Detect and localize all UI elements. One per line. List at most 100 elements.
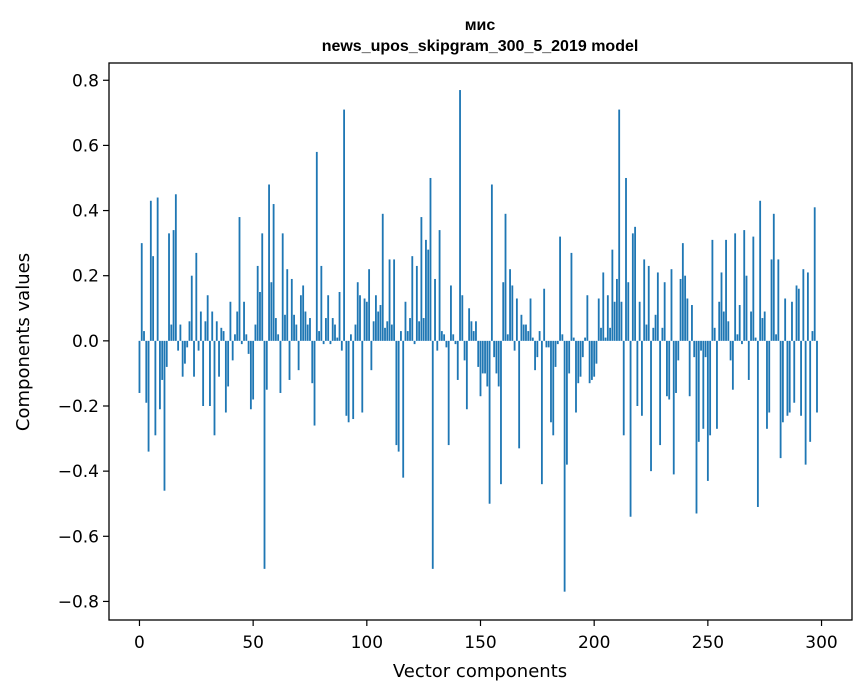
- bar: [363, 298, 366, 341]
- bar: [734, 233, 737, 341]
- bar: [802, 269, 805, 341]
- bar: [375, 295, 377, 341]
- bar: [347, 340, 350, 423]
- bar: [709, 340, 712, 436]
- bar: [813, 207, 816, 341]
- bar: [338, 291, 341, 341]
- bar: [388, 259, 391, 341]
- bar: [681, 243, 684, 341]
- bar: [545, 340, 548, 348]
- bar: [606, 295, 609, 341]
- bar: [540, 340, 543, 485]
- bar: [370, 340, 373, 371]
- bar: [140, 243, 143, 341]
- bar: [372, 321, 375, 341]
- bar: [779, 340, 782, 459]
- bar: [461, 295, 464, 341]
- bar: [149, 200, 152, 341]
- x-axis-label: Vector components: [393, 661, 567, 682]
- bar: [729, 340, 732, 361]
- bar: [761, 318, 764, 341]
- bar: [547, 340, 550, 348]
- bar: [452, 334, 455, 341]
- bar: [211, 311, 214, 341]
- bar: [695, 340, 698, 514]
- bar: [247, 340, 250, 354]
- bar: [575, 340, 577, 413]
- bar: [625, 177, 627, 341]
- bar: [738, 305, 741, 341]
- bar: [506, 334, 509, 341]
- bar: [620, 301, 623, 341]
- bar: [145, 340, 148, 403]
- bar: [393, 259, 396, 341]
- bar: [379, 305, 382, 341]
- bar: [613, 301, 616, 341]
- bar: [475, 321, 477, 341]
- bar: [522, 324, 525, 341]
- bar: [359, 295, 361, 341]
- bar: [420, 217, 423, 341]
- bar: [400, 331, 402, 341]
- bar: [181, 340, 184, 377]
- bar: [425, 239, 427, 341]
- bar: [249, 340, 252, 410]
- x-tick-label: 250: [692, 633, 724, 653]
- bar: [477, 340, 480, 367]
- bar: [693, 340, 696, 358]
- bar: [679, 278, 682, 341]
- bar: [568, 340, 571, 374]
- bar: [206, 295, 209, 341]
- bar: [470, 321, 473, 341]
- bar: [415, 265, 418, 341]
- bar: [618, 109, 621, 341]
- bar: [309, 318, 311, 341]
- bar: [224, 340, 227, 413]
- bar: [165, 340, 168, 367]
- bar: [161, 340, 164, 380]
- bar: [713, 327, 716, 341]
- bar: [784, 298, 787, 341]
- bar: [447, 340, 450, 446]
- bar: [486, 340, 489, 387]
- bar: [340, 340, 343, 351]
- bar: [215, 321, 218, 341]
- bar: [718, 301, 721, 341]
- bar: [515, 298, 518, 341]
- bar: [518, 340, 521, 449]
- bar: [318, 331, 320, 341]
- bar: [722, 311, 725, 341]
- bar: [543, 288, 546, 341]
- bar: [559, 236, 561, 341]
- bar: [288, 340, 291, 380]
- bar: [404, 301, 407, 341]
- bar: [174, 194, 177, 341]
- bar: [472, 331, 475, 341]
- bar: [597, 298, 600, 341]
- bar: [184, 340, 186, 364]
- bar: [791, 301, 793, 341]
- bar: [706, 340, 709, 481]
- bar: [418, 321, 421, 341]
- bar: [297, 340, 300, 371]
- bar: [647, 265, 650, 341]
- bar: [313, 340, 316, 426]
- bar: [736, 334, 739, 341]
- y-tick-label: −0.2: [58, 397, 99, 417]
- bar: [666, 340, 668, 397]
- bar: [775, 334, 777, 341]
- bar: [747, 340, 750, 380]
- bar: [591, 340, 593, 380]
- bar: [800, 340, 802, 416]
- bar: [684, 275, 687, 341]
- bar: [686, 298, 689, 341]
- bar: [368, 269, 371, 341]
- bar: [743, 230, 746, 341]
- bar: [795, 285, 798, 341]
- bar: [565, 340, 568, 465]
- bar: [186, 340, 189, 348]
- bar: [652, 327, 655, 341]
- bar: [293, 314, 295, 341]
- bar: [572, 337, 575, 341]
